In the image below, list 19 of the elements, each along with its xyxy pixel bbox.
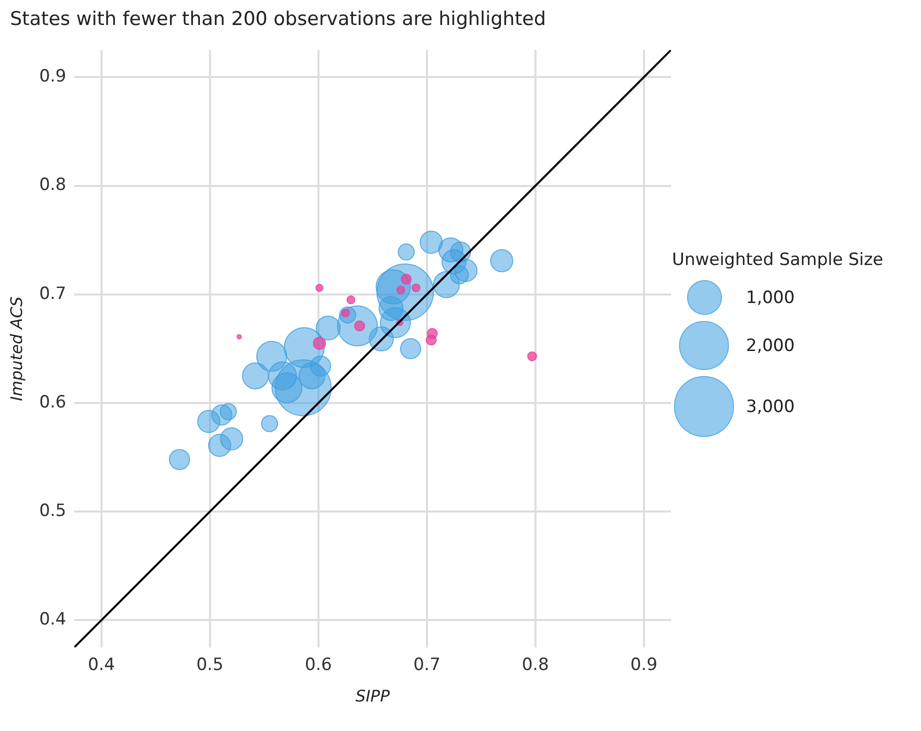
y-tick-label: 0.5	[39, 501, 66, 522]
x-tick-label: 0.9	[630, 655, 658, 676]
x-tick-label: 0.4	[88, 655, 115, 676]
y-axis-title: Imputed ACS	[6, 296, 26, 401]
legend-label: 3,000	[746, 396, 795, 417]
legend-label: 1,000	[746, 288, 795, 308]
legend-label: 2,000	[746, 336, 795, 356]
x-tick-label: 0.6	[304, 655, 332, 676]
y-tick-label: 0.6	[39, 392, 66, 412]
y-tick-label: 0.9	[39, 66, 66, 87]
legend-title: Unweighted Sample Size	[672, 250, 884, 270]
x-tick-label: 0.7	[413, 655, 440, 676]
x-tick-label: 0.5	[196, 655, 224, 676]
y-tick-label: 0.4	[39, 610, 66, 630]
x-axis-title: SIPP	[356, 686, 390, 706]
y-tick-label: 0.7	[39, 284, 66, 304]
chart-title: States with fewer than 200 observations are highlighted	[10, 8, 546, 30]
y-tick-label: 0.8	[39, 175, 66, 196]
x-tick-label: 0.8	[522, 655, 549, 676]
